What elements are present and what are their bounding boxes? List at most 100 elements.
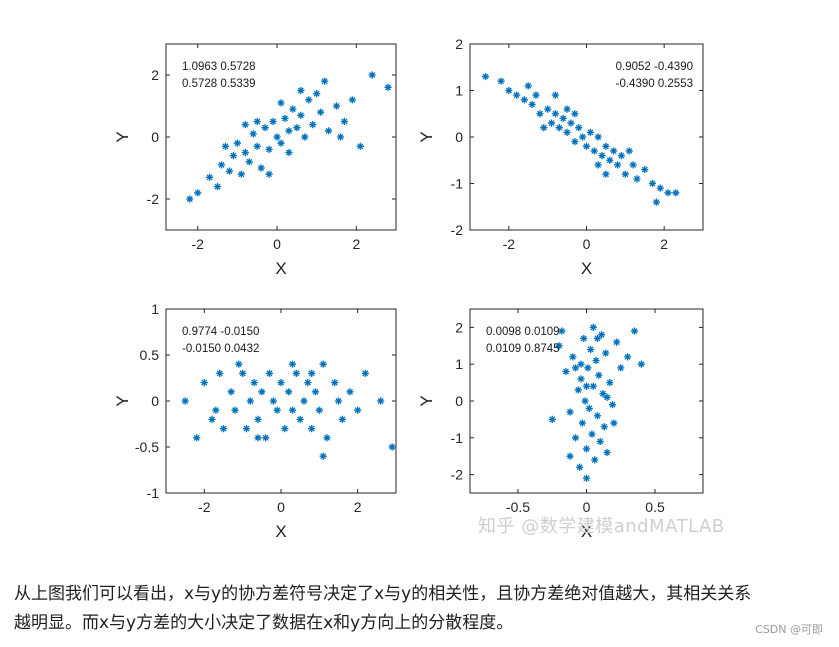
covariance-text: -0.0150 0.0432 [182,343,259,355]
x-tick-label: 0 [273,236,281,252]
data-point [296,415,304,423]
data-point [617,152,626,160]
data-point [254,434,262,442]
data-point [584,364,592,372]
data-point [603,393,611,401]
data-point [273,133,281,141]
data-point [242,425,251,433]
data-point [544,105,552,113]
data-point [311,388,320,396]
data-point [323,434,331,442]
data-point [520,96,528,104]
x-tick-label: -0.5 [506,499,530,515]
y-tick-label: 0 [151,129,159,145]
data-point [562,367,570,376]
data-point [602,170,610,178]
scatter-figure: -2 0 2 -2 0 2 X Y 1.0963 0.5728 0.5728 0.5339 -2 0… [113,36,704,541]
points-layer [181,360,396,460]
caption-line-1: 从上图我们可以看出，x与y的协方差符号决定了x与y的相关性，且协方差绝对值越大，… [14,584,752,604]
points-layer [186,71,392,203]
y-tick-label: 0 [455,393,463,409]
data-point [265,170,273,178]
y-tick-label: 1 [455,356,463,372]
data-point [629,161,637,169]
data-point [219,425,228,433]
caption: 从上图我们可以看出，x与y的协方差符号决定了x与y的相关性，且协方差绝对值越大，… [14,580,826,638]
y-axis-label: Y [113,131,132,142]
x-tick-label: 0 [277,499,285,515]
data-point [610,147,618,155]
x-axis-label: X [275,522,286,541]
data-point [384,83,392,91]
data-point [497,77,505,85]
data-point [249,130,257,138]
data-point [577,375,585,383]
credit: CSDN @可即 [755,623,823,636]
y-axis-label: Y [113,395,132,406]
data-point [566,408,574,416]
data-point [332,102,341,110]
data-point [641,165,649,174]
data-point [528,100,536,109]
data-point [253,117,261,126]
data-point [212,406,220,414]
data-point [194,189,202,197]
data-point [575,124,583,132]
data-point [265,369,274,377]
data-point [652,198,660,206]
x-tick-label: 2 [660,236,668,252]
data-point [336,133,345,141]
covariance-text: 0.0109 0.8745 [486,343,560,355]
data-point [567,119,575,127]
data-point [377,397,385,405]
data-point [524,82,532,90]
data-point [321,77,329,85]
data-point [334,397,343,405]
data-point [285,127,293,135]
data-point [532,91,540,99]
y-tick-label: -0.5 [135,439,159,455]
data-point [297,111,305,119]
data-point [261,124,269,132]
data-point [292,369,300,377]
data-point [308,369,316,377]
data-point [613,161,622,169]
data-point [547,119,556,127]
covariance-text: -0.4390 0.2553 [616,78,693,90]
y-tick-label: -2 [451,222,464,238]
data-point [253,142,261,150]
data-point [239,369,247,377]
data-point [617,364,625,372]
data-point [348,96,356,104]
data-point [229,152,238,160]
data-point [600,423,608,431]
data-point [254,415,262,423]
data-point [181,397,189,405]
covariance-text: 0.5728 0.5339 [182,78,256,90]
y-axis-label: Y [417,395,436,406]
y-axis-label: Y [417,131,436,142]
data-point [563,128,571,136]
data-point [540,124,548,132]
data-point [558,327,566,335]
data-point [582,445,591,453]
data-point [555,342,563,350]
data-point [576,463,584,471]
data-point [633,175,641,183]
data-point [233,139,241,147]
data-point [621,170,629,178]
data-point [602,349,610,357]
data-point [388,443,396,451]
data-point [592,356,600,365]
data-point [293,124,301,132]
subplot-2: -2 0 2 -2 -1 0 1 2 X Y 0.9052 -0.4390 -0.4390 0.255… [417,36,704,278]
data-point [656,184,664,192]
data-point [585,404,593,412]
data-point [581,397,589,405]
data-point [277,379,285,387]
data-point [304,379,312,387]
data-point [587,345,595,354]
y-tick-label: -2 [451,467,464,483]
data-point [593,412,602,420]
data-point [361,369,369,377]
